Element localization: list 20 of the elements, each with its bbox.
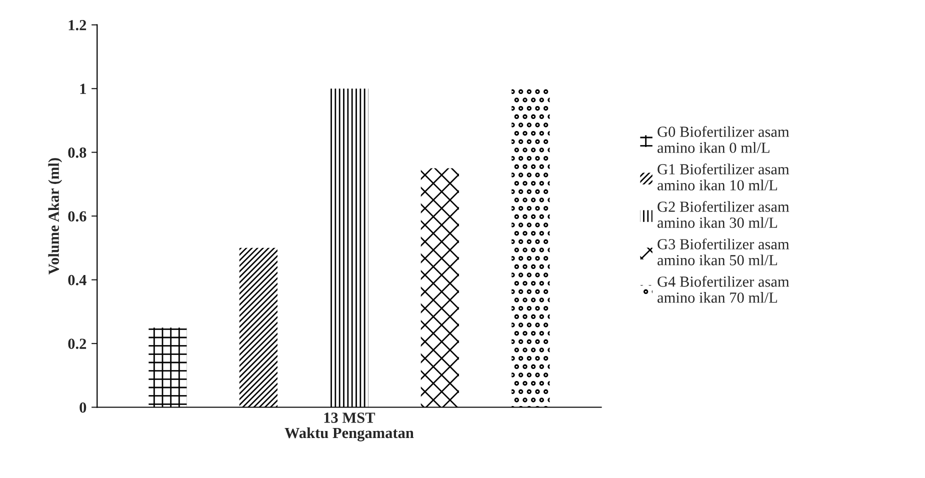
legend-label: G4 Biofertilizer asam amino ikan 70 ml/L [658,276,790,303]
bar [512,88,550,408]
y-tick-label: 0 [80,402,86,413]
y-tick-label: 0.8 [68,147,86,158]
y-tick-label: 0.2 [68,338,86,350]
legend-label: G2 Biofertilizer asam amino ikan 30 ml/L [658,200,790,228]
bar [239,248,278,408]
y-tick-label: 0.6 [68,211,86,222]
y-axis-title: Volume Akar (ml) [48,158,62,274]
legend-label: G1 Biofertilizer asam amino ikan 10 ml/L [658,164,790,190]
x-axis-title: Waktu Pengamatan [284,427,414,442]
bar [330,88,368,408]
y-tick-label: 1 [80,84,86,94]
y-tick-label: 0.4 [68,274,86,286]
x-tick-label: 13 MST [324,412,376,423]
bar [420,168,459,408]
legend-label: G0 Biofertilizer asam amino ikan 0 ml/L [658,126,790,153]
legend-label: G3 Biofertilizer asam amino ikan 50 ml/L [658,238,790,266]
bar [148,328,187,408]
y-tick-label: 1.2 [68,20,86,30]
